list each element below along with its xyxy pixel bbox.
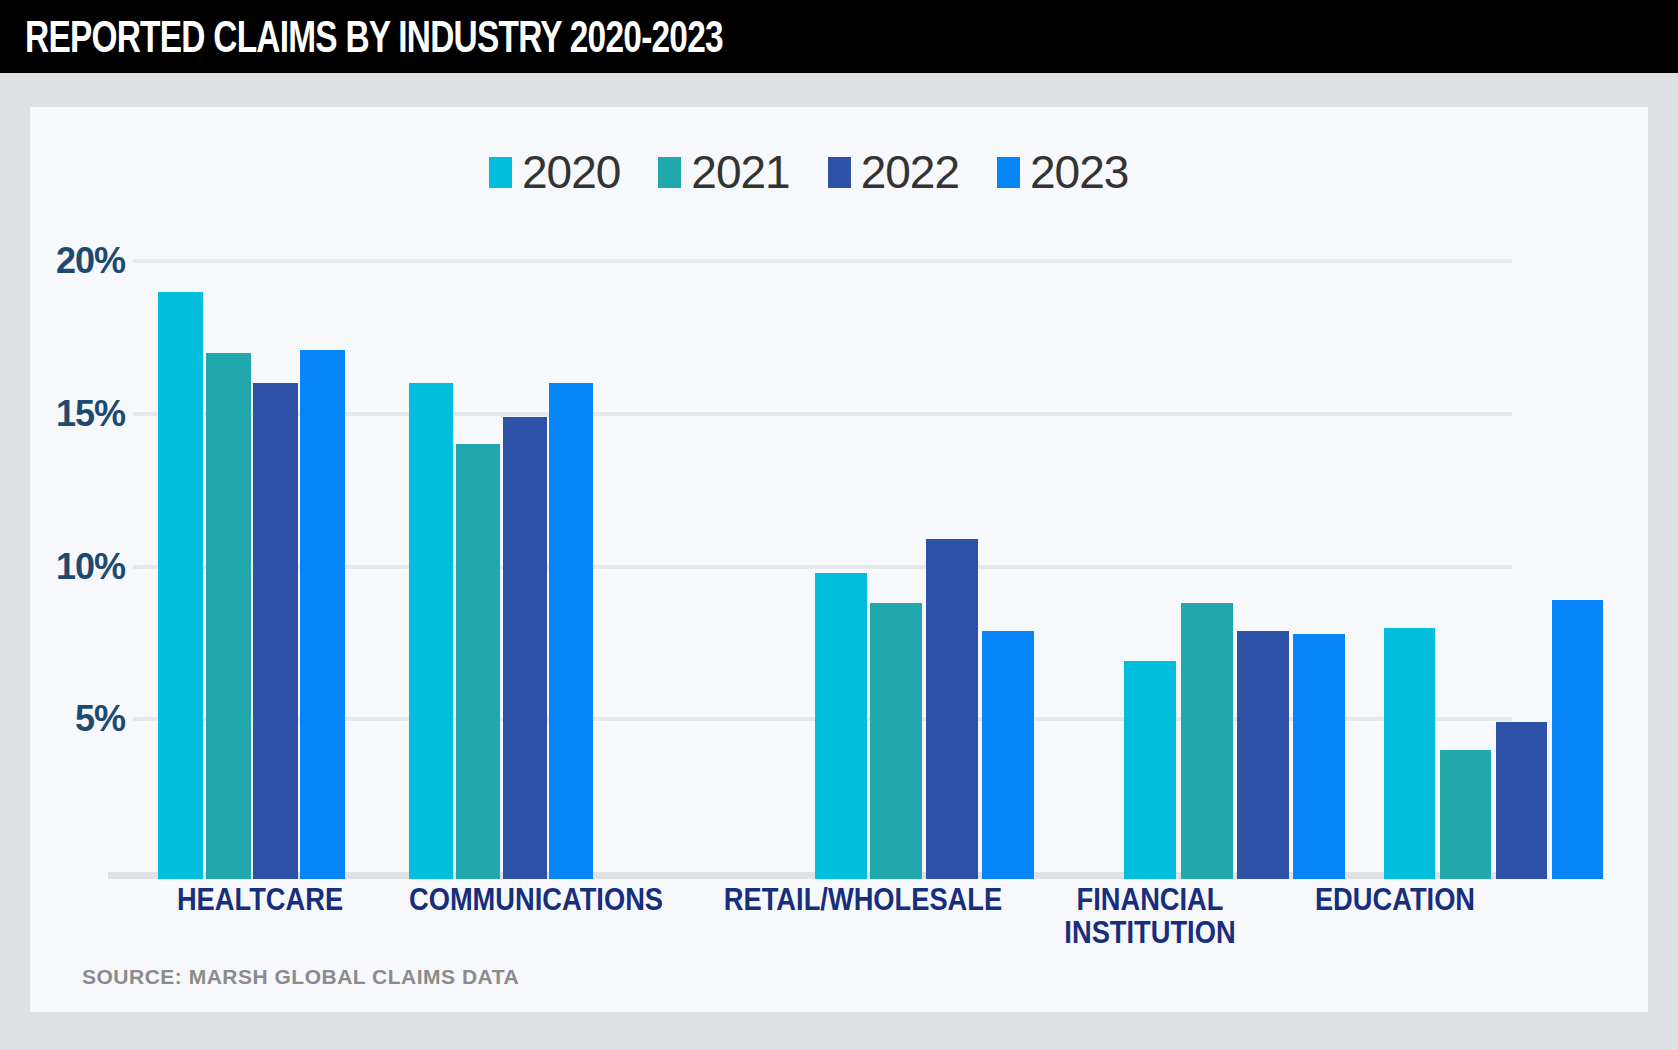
legend-swatch-2023 (997, 157, 1020, 188)
legend-item-2020: 2020 (489, 145, 620, 199)
y-axis-tick-5-: 5% (30, 697, 125, 741)
category-label-education: EDUCATION (1315, 883, 1475, 916)
bar-retail-wholesale-2021 (870, 603, 922, 879)
bar-financial-institution-2022 (1237, 631, 1289, 879)
bar-financial-institution-2023 (1293, 634, 1345, 879)
bar-communications-2021 (456, 444, 500, 879)
bar-communications-2020 (409, 383, 453, 879)
bar-healtcare-2021 (206, 353, 251, 879)
bar-retail-wholesale-2023 (982, 631, 1034, 879)
category-label-retail-wholesale: RETAIL/WHOLESALE (724, 883, 1002, 916)
bar-education-2022 (1496, 722, 1547, 879)
legend-item-2022: 2022 (828, 145, 959, 199)
bar-education-2021 (1440, 750, 1491, 879)
category-label-healtcare: HEALTCARE (177, 883, 343, 916)
source-note: SOURCE: MARSH GLOBAL CLAIMS DATA (82, 965, 519, 989)
bar-education-2023 (1552, 600, 1603, 879)
bar-financial-institution-2021 (1181, 603, 1233, 879)
bar-healtcare-2022 (253, 383, 298, 879)
category-label-communications: COMMUNICATIONS (409, 883, 663, 916)
y-axis-tick-10-: 10% (30, 545, 125, 589)
bar-healtcare-2023 (300, 350, 345, 879)
legend-swatch-2021 (658, 157, 681, 188)
bar-retail-wholesale-2020 (815, 573, 867, 879)
legend-item-2021: 2021 (658, 145, 789, 199)
bar-retail-wholesale-2022 (926, 539, 978, 879)
y-axis-tick-20-: 20% (30, 239, 125, 283)
bar-communications-2022 (503, 417, 547, 879)
gridline-20- (133, 259, 1512, 263)
bar-communications-2023 (549, 383, 593, 879)
legend-item-2023: 2023 (997, 145, 1128, 199)
legend-swatch-2020 (489, 157, 512, 188)
chart-card: 2020 2021 2022 2023 20% 15% 10% 5% HEALTCARE COM… (30, 107, 1648, 1012)
legend-swatch-2022 (828, 157, 851, 188)
title-bar: REPORTED CLAIMS BY INDUSTRY 2020-2023 (0, 0, 1678, 73)
y-axis-tick-15-: 15% (30, 392, 125, 436)
legend-label-2021: 2021 (691, 145, 789, 199)
legend-label-2022: 2022 (861, 145, 959, 199)
chart-legend: 2020 2021 2022 2023 (489, 145, 1128, 199)
bar-education-2020 (1384, 628, 1435, 879)
category-label-financial-institution: FINANCIAL INSTITUTION (1064, 883, 1235, 949)
legend-label-2020: 2020 (522, 145, 620, 199)
bar-healtcare-2020 (158, 292, 203, 879)
page: { "header": { "title": "REPORTED CLAIMS … (0, 0, 1678, 1050)
chart-title: REPORTED CLAIMS BY INDUSTRY 2020-2023 (25, 12, 723, 62)
legend-label-2023: 2023 (1030, 145, 1128, 199)
bar-financial-institution-2020 (1124, 661, 1176, 879)
